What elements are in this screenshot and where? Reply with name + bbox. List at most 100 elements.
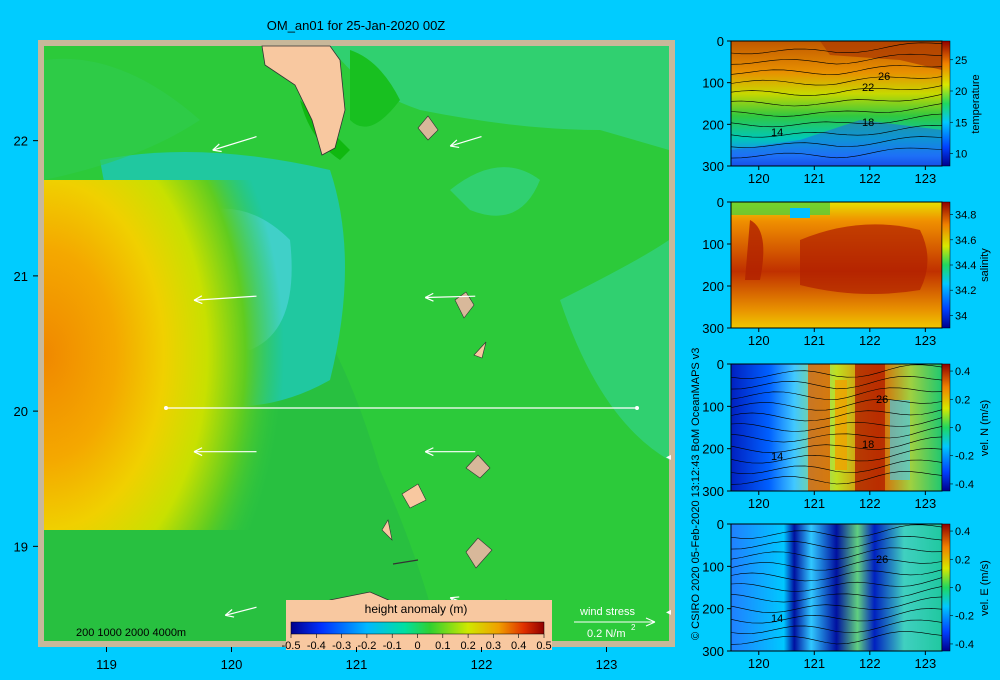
contour-line bbox=[730, 558, 943, 571]
map-colorbar-tick-label: -0.2 bbox=[357, 640, 376, 652]
map-x-tick-label: 122 bbox=[471, 657, 493, 672]
temperature-section: 26 22 18 14 temperature bbox=[730, 40, 982, 167]
section-colorbar-tick-label: -0.4 bbox=[955, 639, 974, 651]
map-colorbar-tick-label: 0.2 bbox=[460, 640, 475, 652]
section-colorbar-tick-label: 15 bbox=[955, 117, 967, 129]
section-axes: 120 121 122 123 0 100 200 300 10 15 20 25 120 121 122 1… bbox=[702, 34, 976, 671]
contour-line bbox=[730, 53, 943, 65]
section-x-tick-label: 123 bbox=[914, 656, 936, 671]
map-colorbar-tick-label: -0.4 bbox=[307, 640, 326, 652]
section-colorbar-tick-label: 0.2 bbox=[955, 554, 970, 566]
wind-vector bbox=[424, 292, 476, 302]
salinity-section: salinity bbox=[730, 201, 991, 329]
contour-line bbox=[730, 586, 943, 603]
contour-line bbox=[730, 113, 943, 128]
wind-vector bbox=[193, 295, 257, 305]
section-x-tick-label: 122 bbox=[859, 333, 881, 348]
contour-line bbox=[730, 608, 943, 624]
map-colorbar-tick-label: -0.3 bbox=[332, 640, 351, 652]
wind-stress-label: wind stress bbox=[579, 606, 636, 618]
section-colorbar-tick-label: 0.2 bbox=[955, 394, 970, 406]
section-colorbar-tick-label: 34.2 bbox=[955, 285, 976, 297]
section-colorbar-tick-label: -0.2 bbox=[955, 611, 974, 623]
section-y-tick-label: 200 bbox=[702, 117, 724, 132]
contour-line bbox=[730, 147, 943, 159]
contour-line bbox=[730, 577, 943, 592]
wind-vector bbox=[224, 606, 257, 618]
wind-stress-legend: wind stress 0.2 N/m 2 bbox=[574, 606, 656, 640]
section-colorbar-tick-label: 20 bbox=[955, 86, 967, 98]
contour-line bbox=[730, 364, 943, 379]
section-y-tick-label: 0 bbox=[717, 195, 724, 210]
salinity-colorbar bbox=[941, 201, 951, 329]
wind-vector bbox=[212, 136, 257, 153]
contour-line bbox=[730, 398, 943, 411]
map-colorbar-ticks: -0.5 -0.4 -0.3 -0.2 -0.1 0 0.1 0.2 0.3 0.4 0.5 bbox=[282, 634, 552, 652]
vel-e-contour-label-2: 14 bbox=[771, 613, 783, 625]
contour-line bbox=[730, 547, 943, 560]
section-x-tick-label: 120 bbox=[748, 496, 770, 511]
map-y-tick-label: 19 bbox=[14, 539, 28, 554]
depth-legend: 200 1000 2000 4000m bbox=[76, 627, 186, 639]
contour-line bbox=[730, 136, 943, 148]
section-colorbar-tick-label: 25 bbox=[955, 55, 967, 67]
section-y-tick-label: 0 bbox=[717, 517, 724, 532]
section-x-tick-label: 120 bbox=[748, 656, 770, 671]
section-colorbar-tick-label: 0.4 bbox=[955, 366, 970, 378]
contour-line bbox=[730, 535, 943, 550]
land-island-2 bbox=[454, 291, 475, 319]
temperature-colorbar bbox=[941, 40, 951, 167]
section-colorbar-tick-label: -0.4 bbox=[955, 479, 974, 491]
land-north bbox=[261, 45, 346, 156]
section-y-tick-label: 100 bbox=[702, 399, 724, 414]
credit-text: © CSIRO 2020 05-Feb-2020 13:12:43 BoM Oc… bbox=[690, 348, 702, 640]
contour-line bbox=[730, 524, 943, 539]
contour-line bbox=[730, 124, 943, 138]
section-y-tick-label: 300 bbox=[702, 321, 724, 336]
section-y-tick-label: 0 bbox=[717, 34, 724, 49]
temperature-contour-label-2: 22 bbox=[862, 82, 874, 94]
section-y-tick-label: 200 bbox=[702, 279, 724, 294]
map-y-tick-label: 20 bbox=[14, 404, 28, 419]
contour-line bbox=[730, 436, 943, 453]
land-island-3 bbox=[473, 341, 487, 359]
map-colorbar-title: height anomaly (m) bbox=[365, 602, 468, 616]
contour-line bbox=[730, 459, 943, 475]
edge-arrow-1: ◂ bbox=[666, 452, 671, 463]
contour-line bbox=[730, 387, 943, 400]
contour-line bbox=[730, 448, 943, 464]
section-start-marker bbox=[164, 406, 168, 410]
vel-n-section: 26 18 14 vel. N (m/s) bbox=[730, 363, 991, 492]
section-end-marker bbox=[635, 406, 639, 410]
section-colorbar-tick-label: 0 bbox=[955, 583, 961, 595]
map-x-tick-label: 120 bbox=[221, 657, 243, 672]
contour-line bbox=[730, 76, 943, 86]
salinity-colorbar-label: salinity bbox=[979, 248, 991, 282]
vel-e-field bbox=[731, 524, 942, 651]
temperature-contour-label-3: 18 bbox=[862, 117, 874, 129]
map-colorbar-tick-label: 0.1 bbox=[435, 640, 450, 652]
section-colorbar-tick-label: -0.2 bbox=[955, 451, 974, 463]
temperature-colorbar-label: temperature bbox=[970, 74, 982, 133]
section-x-tick-label: 120 bbox=[748, 333, 770, 348]
map-x-tick-label: 121 bbox=[346, 657, 368, 672]
section-colorbar-tick-label: 10 bbox=[955, 149, 967, 161]
section-x-tick-label: 123 bbox=[914, 171, 936, 186]
contour-line bbox=[730, 569, 943, 582]
map-x-tick-label: 123 bbox=[596, 657, 618, 672]
section-x-tick-label: 120 bbox=[748, 171, 770, 186]
map-colorbar-tick-label: 0.3 bbox=[486, 640, 501, 652]
land-island-1 bbox=[417, 115, 439, 141]
section-x-tick-label: 122 bbox=[859, 171, 881, 186]
map-colorbar-tick-label: -0.5 bbox=[282, 640, 301, 652]
land-island-7 bbox=[465, 537, 493, 569]
land-island-9 bbox=[392, 559, 419, 565]
temperature-contours bbox=[730, 42, 943, 159]
section-y-tick-label: 100 bbox=[702, 76, 724, 91]
vel-n-contour-label-1: 26 bbox=[876, 394, 888, 406]
section-colorbar-tick-label: 34.8 bbox=[955, 210, 976, 222]
wind-vector bbox=[424, 447, 476, 457]
wind-vectors bbox=[193, 136, 482, 618]
wind-stress-arrowhead bbox=[645, 617, 656, 627]
